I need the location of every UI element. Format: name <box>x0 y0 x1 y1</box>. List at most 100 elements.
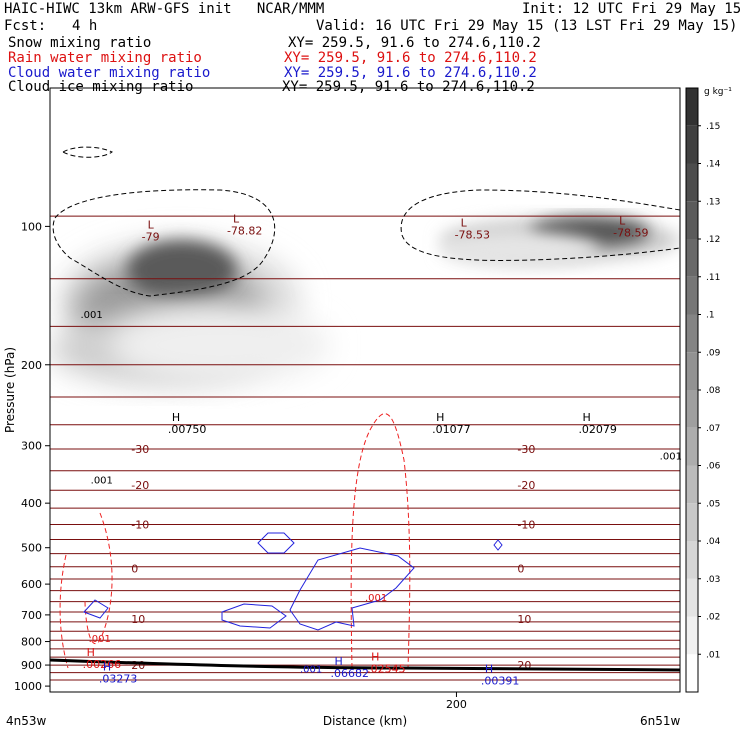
snow-maximum-value: .02079 <box>578 423 617 436</box>
contour-label-ice: .001 <box>91 475 113 486</box>
valid-time: Valid: 16 UTC Fri 29 May 15 (13 LST Fri … <box>316 18 738 34</box>
plot-title: HAIC-HIWC 13km ARW-GFS init NCAR/MMM <box>4 1 325 17</box>
y-tick-label: 1000 <box>14 680 42 693</box>
temperature-contour-label: -20 <box>131 479 149 492</box>
temperature-contour-line <box>50 589 680 592</box>
snow-maximum-value: .00750 <box>168 423 207 436</box>
temperature-low-marker: L <box>148 218 155 231</box>
temperature-contour-line <box>50 565 680 568</box>
temperature-contour-label: 10 <box>517 613 531 626</box>
field-snow-xy: XY= 259.5, 91.6 to 274.6,110.2 <box>288 35 541 51</box>
temperature-contour-label: 0 <box>517 563 524 576</box>
temperature-contour-label: -30 <box>131 443 149 456</box>
temperature-contour-line <box>50 578 680 580</box>
cloud-ice-contours <box>52 146 681 297</box>
temperature-contour-label: -20 <box>517 479 535 492</box>
rain-maximum-value: .02545 <box>367 663 406 676</box>
rain-contours <box>59 413 411 669</box>
temperature-low-value: -79 <box>142 230 160 243</box>
field-rain-name: Rain water mixing ratio <box>8 50 202 66</box>
temperature-low-marker: L <box>233 212 240 225</box>
snow-maximum-value: .01077 <box>432 423 471 436</box>
temperature-contour-line <box>50 325 680 328</box>
rain-maximum-marker: H <box>87 646 95 659</box>
contour-label-ice: .001 <box>660 451 682 462</box>
snow-maximum-marker: H <box>582 411 590 424</box>
y-tick-label: 200 <box>21 359 42 372</box>
contour-label-rain: .001 <box>89 634 111 645</box>
cloud-water-contours <box>83 532 503 631</box>
temperature-contour-line <box>50 469 680 472</box>
y-tick-label: 300 <box>21 440 42 453</box>
temperature-contour-line <box>50 648 680 650</box>
y-axis-label: Pressure (hPa) <box>3 347 17 433</box>
snow-maximum-marker: H <box>172 411 180 424</box>
temperature-contour-line <box>50 671 680 674</box>
temperature-low-value: -78.53 <box>455 228 490 241</box>
temperature-contour-line <box>50 489 680 492</box>
temperature-low-value: -78.59 <box>613 226 648 239</box>
y-tick-label: 400 <box>21 497 42 510</box>
temperature-contour-label: -10 <box>131 518 149 531</box>
temperature-contour-line <box>50 363 680 366</box>
y-tick-label: 100 <box>21 220 42 233</box>
temperature-contour-line <box>50 664 680 666</box>
cloud-water-maximum-value: .03273 <box>99 673 138 686</box>
surface-line <box>49 658 681 672</box>
cloud-water-maximum-value: .00391 <box>481 675 519 688</box>
field-cloud-ice-xy: XY= 259.5, 91.6 to 274.6,110.2 <box>282 79 535 95</box>
snow-maximum-marker: H <box>436 411 444 424</box>
field-cloud-ice-name: Cloud ice mixing ratio <box>8 79 194 95</box>
cloud-water-maximum-marker: H <box>485 663 493 676</box>
right-end-label: 6n51w <box>640 714 681 728</box>
y-tick-label: 700 <box>21 609 42 622</box>
y-tick-label: 800 <box>21 636 42 649</box>
y-tick-label: 900 <box>21 659 42 672</box>
temperature-contour-line <box>50 423 680 426</box>
y-tick-label: 600 <box>21 578 42 591</box>
temperature-contour-line <box>50 600 680 603</box>
temperature-contour-line <box>50 277 680 280</box>
contour-label-cloud: .001 <box>300 665 322 676</box>
contour-label-ice: .001 <box>80 310 102 321</box>
temperature-contour-line <box>50 507 680 509</box>
rain-maximum-marker: H <box>371 651 379 664</box>
forecast-hours: 4 h <box>72 18 98 34</box>
plot-frame <box>49 87 681 693</box>
contour-label-rain: .001 <box>365 593 387 604</box>
x-axis-label: Distance (km) <box>323 714 407 728</box>
forecast-label: Fcst: <box>4 18 47 34</box>
y-tick-label: 500 <box>21 542 42 555</box>
temperature-contour-label: 20 <box>131 659 145 672</box>
temperature-contour-label: 0 <box>131 563 138 576</box>
temperature-contour-line <box>50 639 680 642</box>
temperature-low-marker: L <box>461 216 468 229</box>
cloud-water-maximum-value: .06682 <box>331 667 370 680</box>
temperature-contour-label: -30 <box>517 443 535 456</box>
init-time: Init: 12 UTC Fri 29 May 15 <box>522 1 740 17</box>
field-cloud-water-name: Cloud water mixing ratio <box>8 65 211 81</box>
temperature-contour-line <box>50 523 680 526</box>
temperature-contour-line <box>50 611 680 613</box>
field-cloud-water-xy: XY= 259.5, 91.6 to 274.6,110.2 <box>284 65 537 81</box>
temperature-contour-line <box>50 396 680 398</box>
left-end-label: 4n53w <box>6 714 47 728</box>
temperature-contour-line <box>50 630 680 633</box>
temperature-contour-line <box>50 538 680 541</box>
temperature-contour-line <box>50 448 680 450</box>
temperature-low-value: -78.82 <box>227 224 262 237</box>
field-snow-name: Snow mixing ratio <box>8 35 152 51</box>
temperature-contour-line <box>50 679 680 681</box>
temperature-contour-line <box>50 552 680 555</box>
temperature-contour-line <box>50 621 680 623</box>
temperature-contour-label: 10 <box>131 613 145 626</box>
cloud-water-maximum-marker: H <box>103 661 111 674</box>
temperature-contour-line <box>50 215 680 217</box>
x-tick-label: 200 <box>446 698 467 711</box>
temperature-low-marker: L <box>619 214 626 227</box>
temperature-contour-label: -10 <box>517 518 535 531</box>
temperature-contour-line <box>50 656 680 658</box>
snow-shading <box>50 217 680 385</box>
